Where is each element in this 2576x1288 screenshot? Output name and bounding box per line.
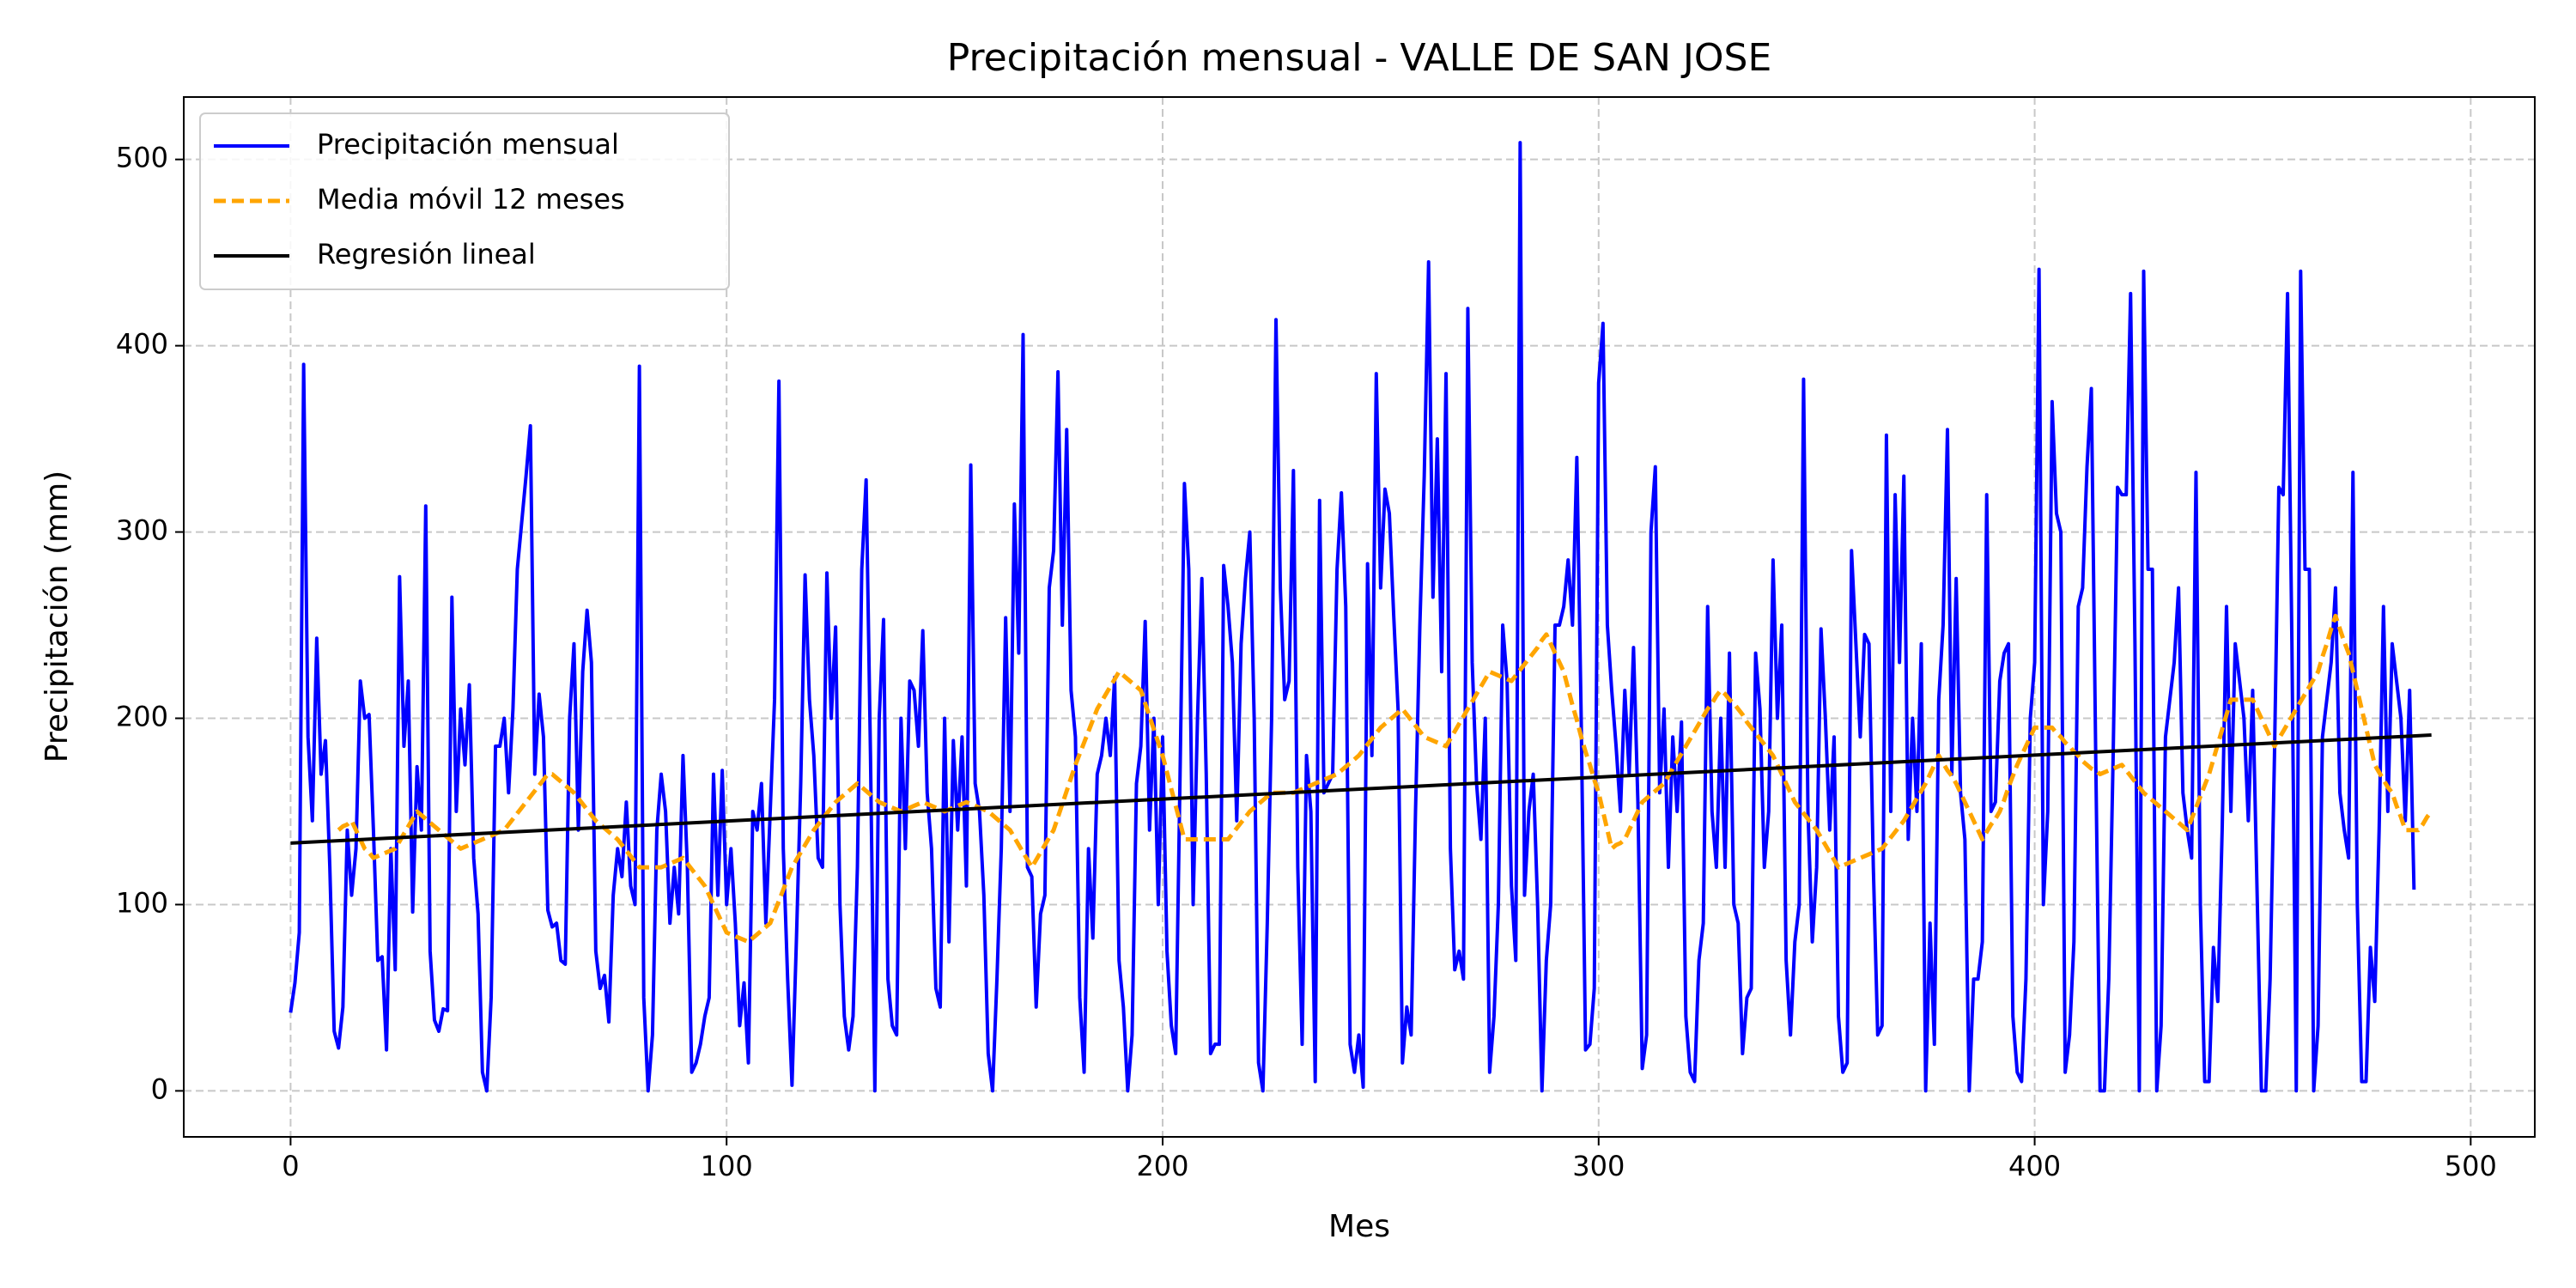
y-tick-label: 0 <box>151 1072 168 1105</box>
legend-label: Media móvil 12 meses <box>317 183 625 216</box>
axes-frame <box>183 96 2536 1138</box>
chart-title: Precipitación mensual - VALLE DE SAN JOS… <box>947 36 1772 80</box>
y-tick-label: 300 <box>116 514 168 547</box>
x-tick-label: 0 <box>282 1150 299 1182</box>
x-tick-label: 500 <box>2445 1150 2497 1182</box>
y-tick-label: 500 <box>116 142 168 174</box>
y-tick-label: 100 <box>116 886 168 919</box>
legend-label: Precipitación mensual <box>317 128 619 161</box>
y-tick-label: 400 <box>116 328 168 361</box>
series-line <box>337 613 2433 945</box>
series-line <box>289 141 2416 1093</box>
x-axis-label: Mes <box>1328 1209 1390 1244</box>
legend-label: Regresión lineal <box>317 238 536 270</box>
legend-box <box>199 112 730 290</box>
x-tick-label: 200 <box>1136 1150 1188 1182</box>
x-tick-label: 100 <box>701 1150 753 1182</box>
x-tick-label: 300 <box>1572 1150 1625 1182</box>
y-axis-label: Precipitación (mm) <box>39 471 75 762</box>
y-tick-label: 200 <box>116 701 168 733</box>
series-line <box>290 733 2432 845</box>
x-tick-label: 400 <box>2008 1150 2061 1182</box>
